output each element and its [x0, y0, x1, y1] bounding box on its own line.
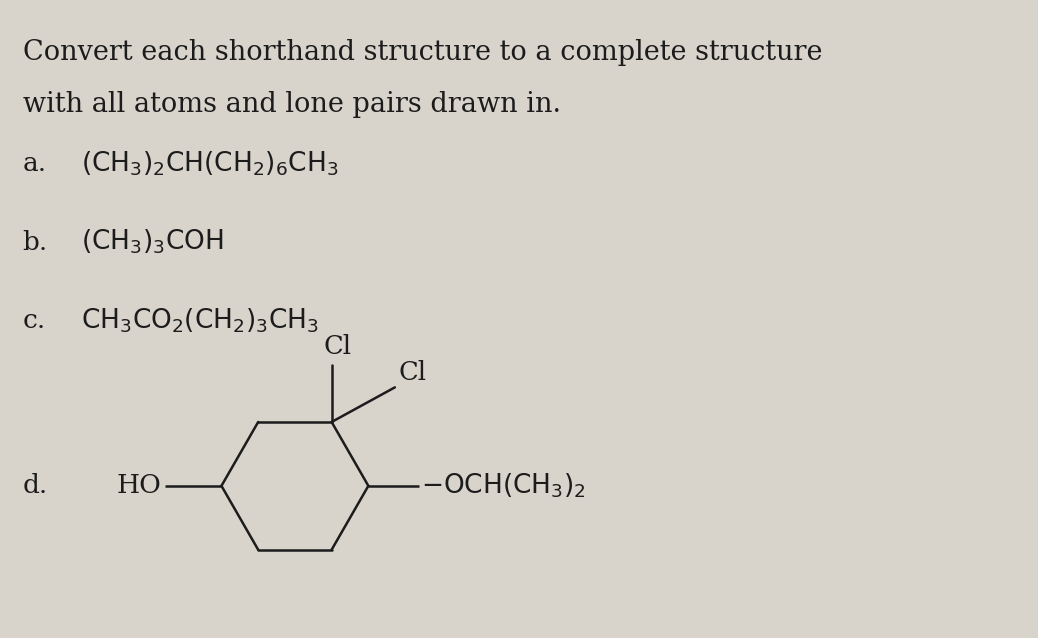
Text: a.: a. [23, 151, 47, 176]
Text: Cl: Cl [399, 360, 427, 385]
Text: HO: HO [116, 473, 161, 498]
Text: Cl: Cl [324, 334, 352, 359]
Text: Convert each shorthand structure to a complete structure: Convert each shorthand structure to a co… [23, 39, 822, 66]
Text: $(\mathrm{CH_3})_2\mathrm{CH(CH_2)_6CH_3}$: $(\mathrm{CH_3})_2\mathrm{CH(CH_2)_6CH_3… [81, 149, 338, 177]
Text: $\mathrm{CH_3CO_2(CH_2)_3CH_3}$: $\mathrm{CH_3CO_2(CH_2)_3CH_3}$ [81, 306, 319, 335]
Text: b.: b. [23, 230, 48, 255]
Text: c.: c. [23, 308, 46, 334]
Text: $(\mathrm{CH_3})_3\mathrm{COH}$: $(\mathrm{CH_3})_3\mathrm{COH}$ [81, 228, 223, 256]
Text: d.: d. [23, 473, 48, 498]
Text: with all atoms and lone pairs drawn in.: with all atoms and lone pairs drawn in. [23, 91, 561, 118]
Text: $\mathrm{-OCH(CH_3)_2}$: $\mathrm{-OCH(CH_3)_2}$ [421, 471, 586, 500]
